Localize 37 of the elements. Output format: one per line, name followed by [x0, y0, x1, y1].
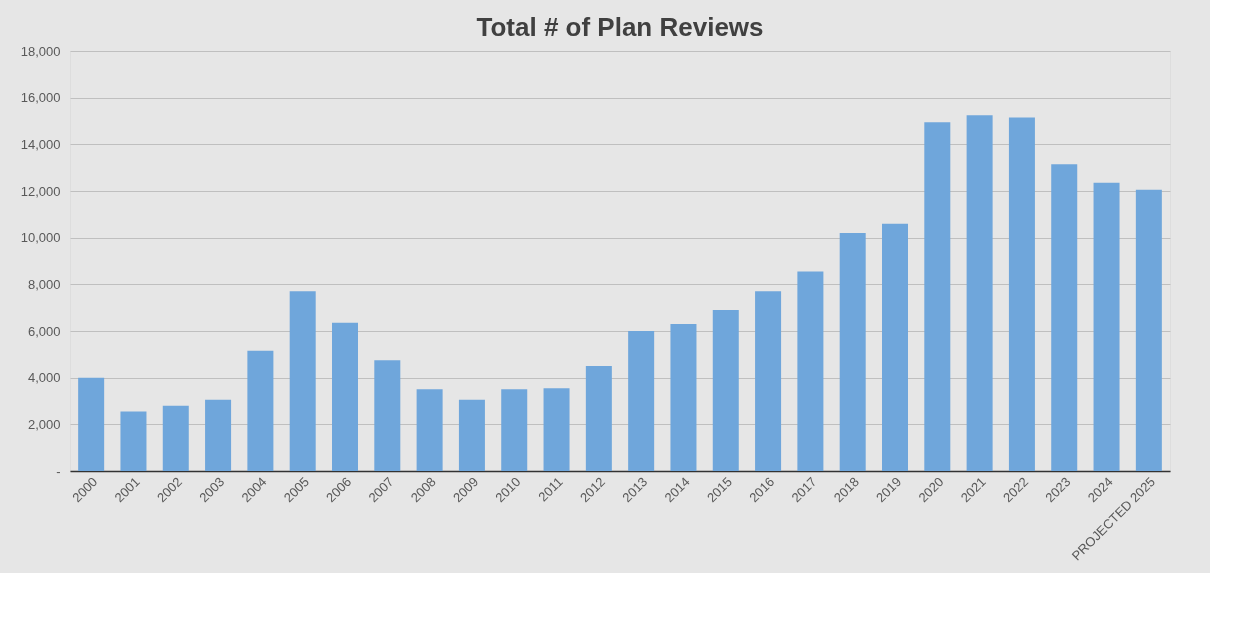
bar: [162, 405, 189, 471]
y-tick-label: 10,000: [20, 230, 61, 246]
bar: [120, 411, 147, 471]
y-tick-label: 4,000: [27, 370, 61, 386]
bar: [247, 350, 274, 471]
y-tick-label: 12,000: [20, 183, 61, 199]
bar: [924, 122, 951, 471]
y-tick-label: 8,000: [27, 276, 61, 292]
y-tick-label: 2,000: [27, 416, 61, 432]
bar: [755, 291, 782, 471]
bar: [797, 271, 824, 471]
bar: [966, 115, 993, 471]
y-tick-label: 6,000: [27, 323, 61, 339]
y-tick-label: 16,000: [20, 90, 61, 106]
chart-title: Total # of Plan Reviews: [476, 12, 764, 42]
bar: [585, 366, 612, 471]
bar: [1008, 117, 1035, 471]
bar: [839, 233, 866, 471]
bar: [712, 310, 739, 471]
bar: [628, 331, 655, 471]
bar: [78, 377, 105, 471]
bar: [1051, 164, 1078, 471]
bar: [205, 399, 232, 471]
y-tick-label: -: [56, 463, 61, 479]
bar: [1135, 189, 1162, 471]
bar: [332, 322, 358, 471]
bar: [1093, 182, 1120, 471]
y-tick-label: 18,000: [20, 43, 61, 59]
bar: [501, 389, 528, 471]
bar: [543, 388, 570, 471]
bar: [882, 223, 908, 471]
bar: [289, 291, 316, 471]
bar: [458, 399, 485, 471]
y-tick-label: 14,000: [20, 136, 61, 152]
bar: [416, 389, 443, 471]
bar: [374, 360, 401, 471]
bar: [670, 324, 697, 471]
